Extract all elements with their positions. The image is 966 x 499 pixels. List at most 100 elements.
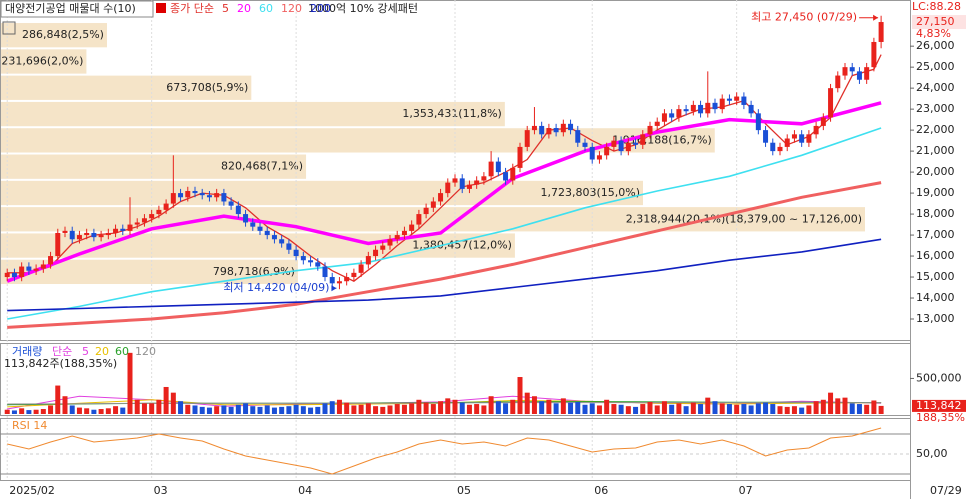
legend-entry: 120: [281, 2, 302, 15]
volume-bar: [228, 406, 234, 414]
ma-line: [6, 101, 882, 283]
candle-body: [546, 128, 552, 135]
volume-bar: [546, 399, 552, 414]
volume-legend-entry: 20: [95, 345, 109, 358]
volume-bar: [849, 403, 855, 414]
volume-bar: [120, 407, 126, 414]
candle-body: [286, 243, 292, 250]
annotation: 최고 27,450 (07/29): [751, 11, 857, 24]
volume-legend-entry: 60: [115, 345, 129, 358]
volume-bar: [871, 400, 877, 414]
candle-body: [849, 67, 855, 72]
candle-body: [365, 256, 371, 265]
x-tick-label: 06: [594, 484, 608, 497]
candle-body: [271, 235, 277, 240]
volume-bar: [264, 405, 270, 414]
volume-bar: [842, 397, 848, 414]
volume-bar: [438, 401, 444, 414]
candle-body: [416, 214, 422, 225]
volume-ma-label: 단순: [52, 345, 72, 358]
y-tick-label: 26,000: [916, 39, 955, 52]
ma-line: [7, 54, 882, 282]
volume-bar: [799, 407, 805, 414]
volume-bar: [113, 406, 119, 414]
volume-bar: [647, 401, 653, 414]
candle-body: [596, 155, 602, 160]
candle-body: [185, 190, 191, 198]
candle-body: [98, 235, 104, 238]
x-tick-label: 04: [298, 484, 312, 497]
volume-bar: [611, 404, 617, 414]
volume-bar: [488, 396, 494, 414]
volume-bar: [26, 410, 32, 414]
legend-entry: 20: [237, 2, 251, 15]
candle-body: [640, 134, 646, 145]
profile-label: 798,718(6,9%): [213, 265, 295, 278]
volume-bar: [373, 406, 379, 414]
y-tick-label: 23,000: [916, 102, 955, 115]
volume-bar: [170, 392, 176, 414]
volume-bar: [322, 403, 328, 414]
volume-bar: [503, 403, 509, 414]
volume-bar: [618, 404, 624, 414]
y-tick-label: 50,00: [916, 447, 948, 460]
volume-bar: [481, 405, 487, 414]
candle-body: [820, 117, 826, 126]
volume-bar: [813, 401, 819, 414]
candle-body: [322, 266, 328, 278]
candle-body: [48, 256, 54, 265]
x-tick-label: 05: [457, 484, 471, 497]
candle-body: [250, 222, 256, 227]
candle-body: [315, 262, 321, 267]
last-price-label: 27,150: [916, 15, 955, 28]
volume-bar: [654, 405, 660, 414]
candle-body: [784, 138, 790, 147]
volume-bar: [719, 403, 725, 414]
candle-body: [344, 277, 350, 282]
y-tick-label: 21,000: [916, 144, 955, 157]
candle-body: [669, 113, 675, 118]
candle-body: [76, 235, 82, 240]
candle-body: [589, 146, 595, 160]
arrow-head: [873, 14, 879, 21]
y-tick-label: 16,000: [916, 249, 955, 262]
candle-body: [654, 121, 660, 126]
candle-body: [683, 109, 689, 112]
volume-bar: [98, 409, 104, 414]
candle-body: [734, 96, 740, 101]
candle-body: [373, 249, 379, 257]
ma-line: [7, 181, 882, 329]
candle-body: [26, 266, 32, 271]
candle-body: [705, 102, 711, 114]
profile-label: 673,708(5,9%): [166, 81, 248, 94]
volume-bar: [568, 402, 574, 414]
candle-body: [568, 123, 574, 131]
candle-body: [611, 140, 617, 147]
candle-body: [293, 249, 299, 257]
candle-body: [770, 142, 776, 152]
volume-bar: [524, 392, 530, 414]
volume-bar: [589, 403, 595, 414]
profile-bar: [0, 75, 252, 100]
volume-bar: [293, 404, 299, 414]
profile-label: 1,723,803(15,0%): [540, 186, 640, 199]
volume-bar: [40, 409, 46, 414]
candle-body: [625, 142, 631, 152]
ma-label: 종가 단순: [170, 2, 214, 15]
candle-body: [329, 277, 335, 284]
volume-bar: [33, 409, 39, 414]
candle-body: [62, 230, 68, 233]
candle-body: [503, 172, 509, 181]
volume-bar: [315, 406, 321, 414]
volume-bar: [206, 407, 212, 414]
candle-body: [777, 146, 783, 152]
candle-body: [279, 239, 285, 244]
candle-body: [856, 71, 862, 80]
lc-label: LC:88.28: [912, 0, 961, 13]
volume-bar: [336, 399, 342, 414]
arrow-head: [331, 285, 337, 292]
volume-bar: [221, 405, 227, 414]
y-tick-label: 13,000: [916, 312, 955, 325]
volume-bar: [856, 404, 862, 414]
